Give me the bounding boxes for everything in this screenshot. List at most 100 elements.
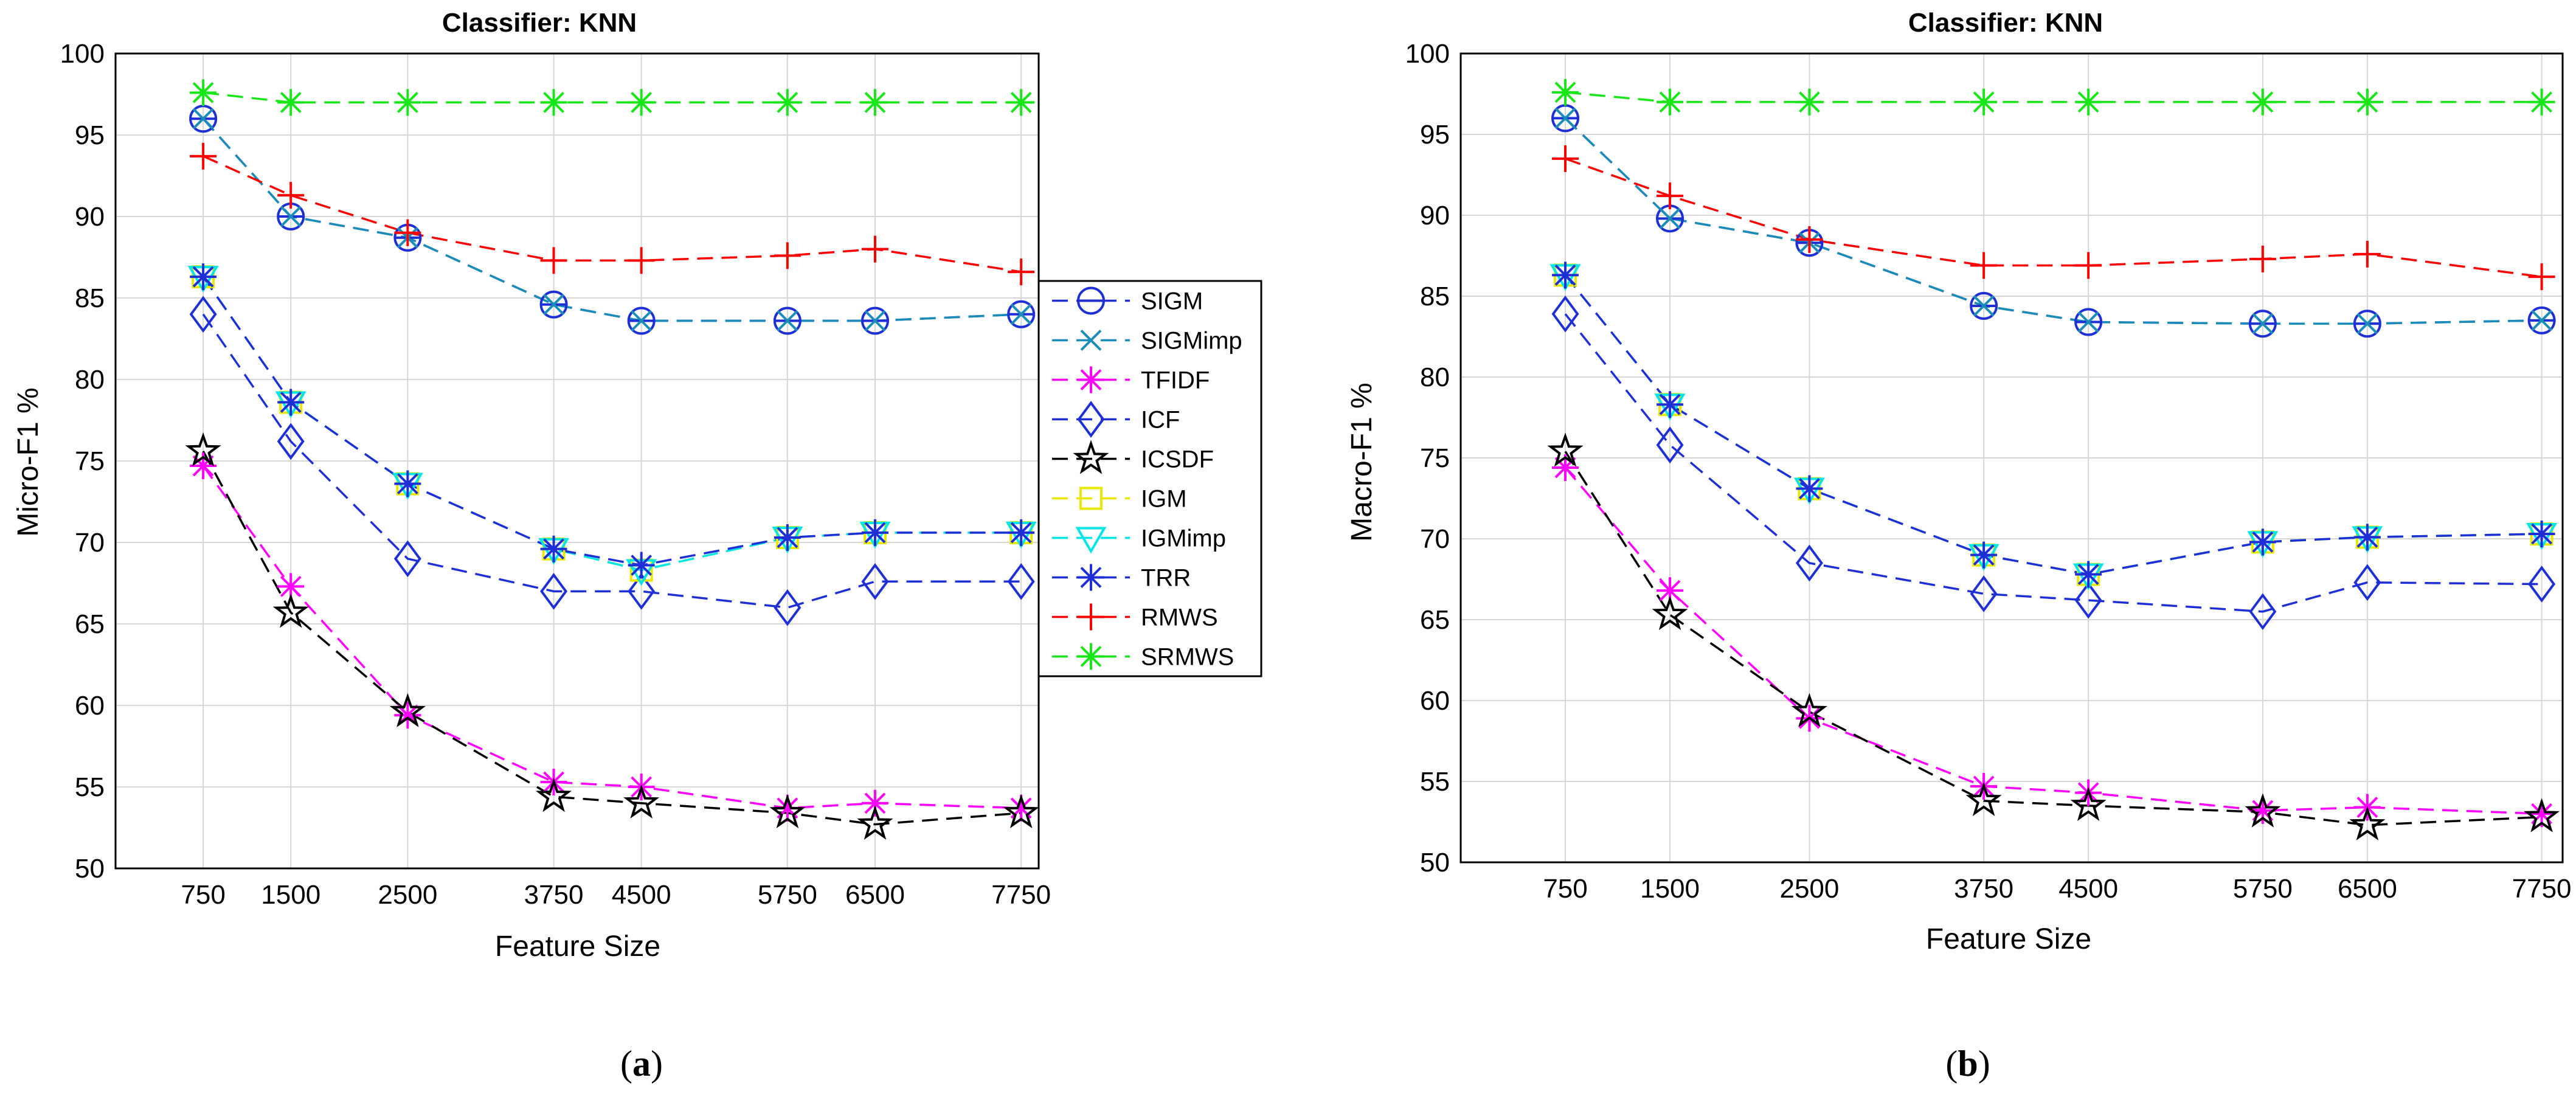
data-point-TRR <box>774 524 801 551</box>
legend-label: SIGM <box>1141 288 1203 315</box>
series-line-SRMWS <box>203 91 1022 104</box>
data-point-ICSDF <box>1547 432 1584 467</box>
data-point-ICF <box>774 589 802 626</box>
y-tick-label: 90 <box>1420 201 1450 230</box>
data-point-TFIDF <box>190 452 217 480</box>
data-point-ICSDF <box>1003 794 1039 829</box>
data-point-RMWS <box>1970 252 1998 279</box>
data-point-RMWS <box>190 142 217 170</box>
data-point-SRMWS <box>861 89 888 116</box>
chart-panel-b: Classifier: KNN Macro-F1 % Feature Size … <box>1346 8 2572 955</box>
x-tick-label: 4500 <box>2058 874 2118 904</box>
data-point-SRMWS <box>540 89 567 116</box>
series-line-TFIDF <box>202 465 1022 809</box>
data-point-RMWS <box>1552 145 1579 172</box>
x-tick-label: 3750 <box>1954 874 2013 904</box>
data-point-SRMWS <box>628 89 655 116</box>
legend-label: IGMimp <box>1141 525 1226 552</box>
data-point-TFIDF <box>277 573 305 600</box>
data-point-RMWS <box>774 242 801 269</box>
data-point-TRR <box>1970 541 1998 569</box>
data-point-SRMWS <box>2528 88 2555 116</box>
legend-entry-RMWS: RMWS <box>1052 603 1218 631</box>
legend-marker-ICF <box>1077 401 1105 438</box>
data-point-ICF <box>1795 544 1823 582</box>
y-tick-label: 75 <box>1420 443 1450 473</box>
data-point-RMWS <box>2528 263 2555 291</box>
data-point-ICF <box>277 423 305 460</box>
data-point-ICSDF <box>2524 798 2560 833</box>
data-point-RMWS <box>394 219 421 246</box>
data-point-SIGMimp <box>280 206 302 227</box>
data-point-SIGMimp <box>777 310 798 331</box>
series-line-SIGMimp <box>1564 117 2542 325</box>
series-line-ICF <box>1564 313 2542 613</box>
caption-a-letter: a <box>632 1044 651 1084</box>
legend-entry-SIGM: SIGM <box>1052 286 1203 315</box>
y-tick-label: 50 <box>1420 848 1450 878</box>
data-point-ICF <box>2249 593 2277 631</box>
data-point-TRR <box>1552 261 1579 289</box>
caption-b-letter: b <box>1958 1044 1978 1084</box>
data-point-ICF <box>189 296 217 333</box>
x-tick-label: 5750 <box>758 880 817 910</box>
y-tick-label: 90 <box>75 202 105 232</box>
data-point-TRR <box>2353 524 2381 551</box>
y-tick-label: 100 <box>1405 39 1450 69</box>
data-point-RMWS <box>2249 245 2276 272</box>
legend-label: TRR <box>1141 565 1191 592</box>
legend-entry-IGMimp: IGMimp <box>1052 525 1226 554</box>
chart-title: Classifier: KNN <box>1908 8 2103 38</box>
data-point-TFIDF <box>1657 577 1684 604</box>
data-point-ICSDF <box>2349 806 2386 840</box>
y-tick-label: 95 <box>1420 120 1450 150</box>
data-point-ICSDF <box>2245 793 2281 828</box>
x-tick-label: 2500 <box>378 880 437 910</box>
data-point-SIGMimp <box>1554 107 1576 129</box>
series-line-ICF <box>202 313 1022 609</box>
x-tick-label: 7750 <box>991 880 1051 910</box>
x-tick-label: 4500 <box>612 880 671 910</box>
data-point-ICF <box>628 573 656 610</box>
y-tick-label: 75 <box>75 446 105 476</box>
x-tick-label: 2500 <box>1779 874 1839 904</box>
data-point-RMWS <box>277 182 305 209</box>
series-line-SRMWS <box>1565 91 2542 103</box>
data-point-RMWS <box>1008 258 1035 286</box>
y-tick-label: 65 <box>75 609 105 639</box>
data-point-SIGMimp <box>2077 311 2099 333</box>
x-tick-label: 750 <box>181 880 225 910</box>
data-point-ICSDF <box>272 594 309 628</box>
data-point-TRR <box>861 519 888 546</box>
data-point-ICSDF <box>623 784 660 819</box>
legend-entry-TRR: TRR <box>1052 564 1191 592</box>
data-point-RMWS <box>2353 240 2381 268</box>
data-point-TFIDF <box>2249 797 2276 824</box>
data-point-TFIDF <box>1008 794 1035 822</box>
legend-label: SIGMimp <box>1141 328 1242 355</box>
data-point-ICSDF <box>2070 786 2107 822</box>
data-point-SRMWS <box>2249 88 2276 116</box>
legend-label: SRMWS <box>1141 644 1234 671</box>
legend-label: TFIDF <box>1141 367 1210 394</box>
data-point-RMWS <box>540 247 567 274</box>
data-point-SIGMimp <box>864 310 886 331</box>
data-point-TRR <box>1008 519 1035 546</box>
legend-marker-ICSDF <box>1073 440 1109 474</box>
data-point-ICSDF <box>857 805 893 840</box>
data-point-ICF <box>1551 295 1579 333</box>
legend-label: ICSDF <box>1141 446 1214 473</box>
data-point-SRMWS <box>394 89 421 116</box>
data-point-RMWS <box>628 247 655 274</box>
y-tick-label: 80 <box>1420 362 1450 392</box>
legend-label: RMWS <box>1141 604 1218 631</box>
data-point-TFIDF <box>861 789 888 817</box>
x-tick-label: 6500 <box>845 880 905 910</box>
data-point-TRR <box>628 552 655 579</box>
data-point-TRR <box>540 535 567 563</box>
data-point-SIGMimp <box>2531 310 2553 331</box>
data-point-ICF <box>540 573 568 610</box>
data-point-SRMWS <box>1657 88 1684 116</box>
y-tick-label: 70 <box>1420 524 1450 554</box>
